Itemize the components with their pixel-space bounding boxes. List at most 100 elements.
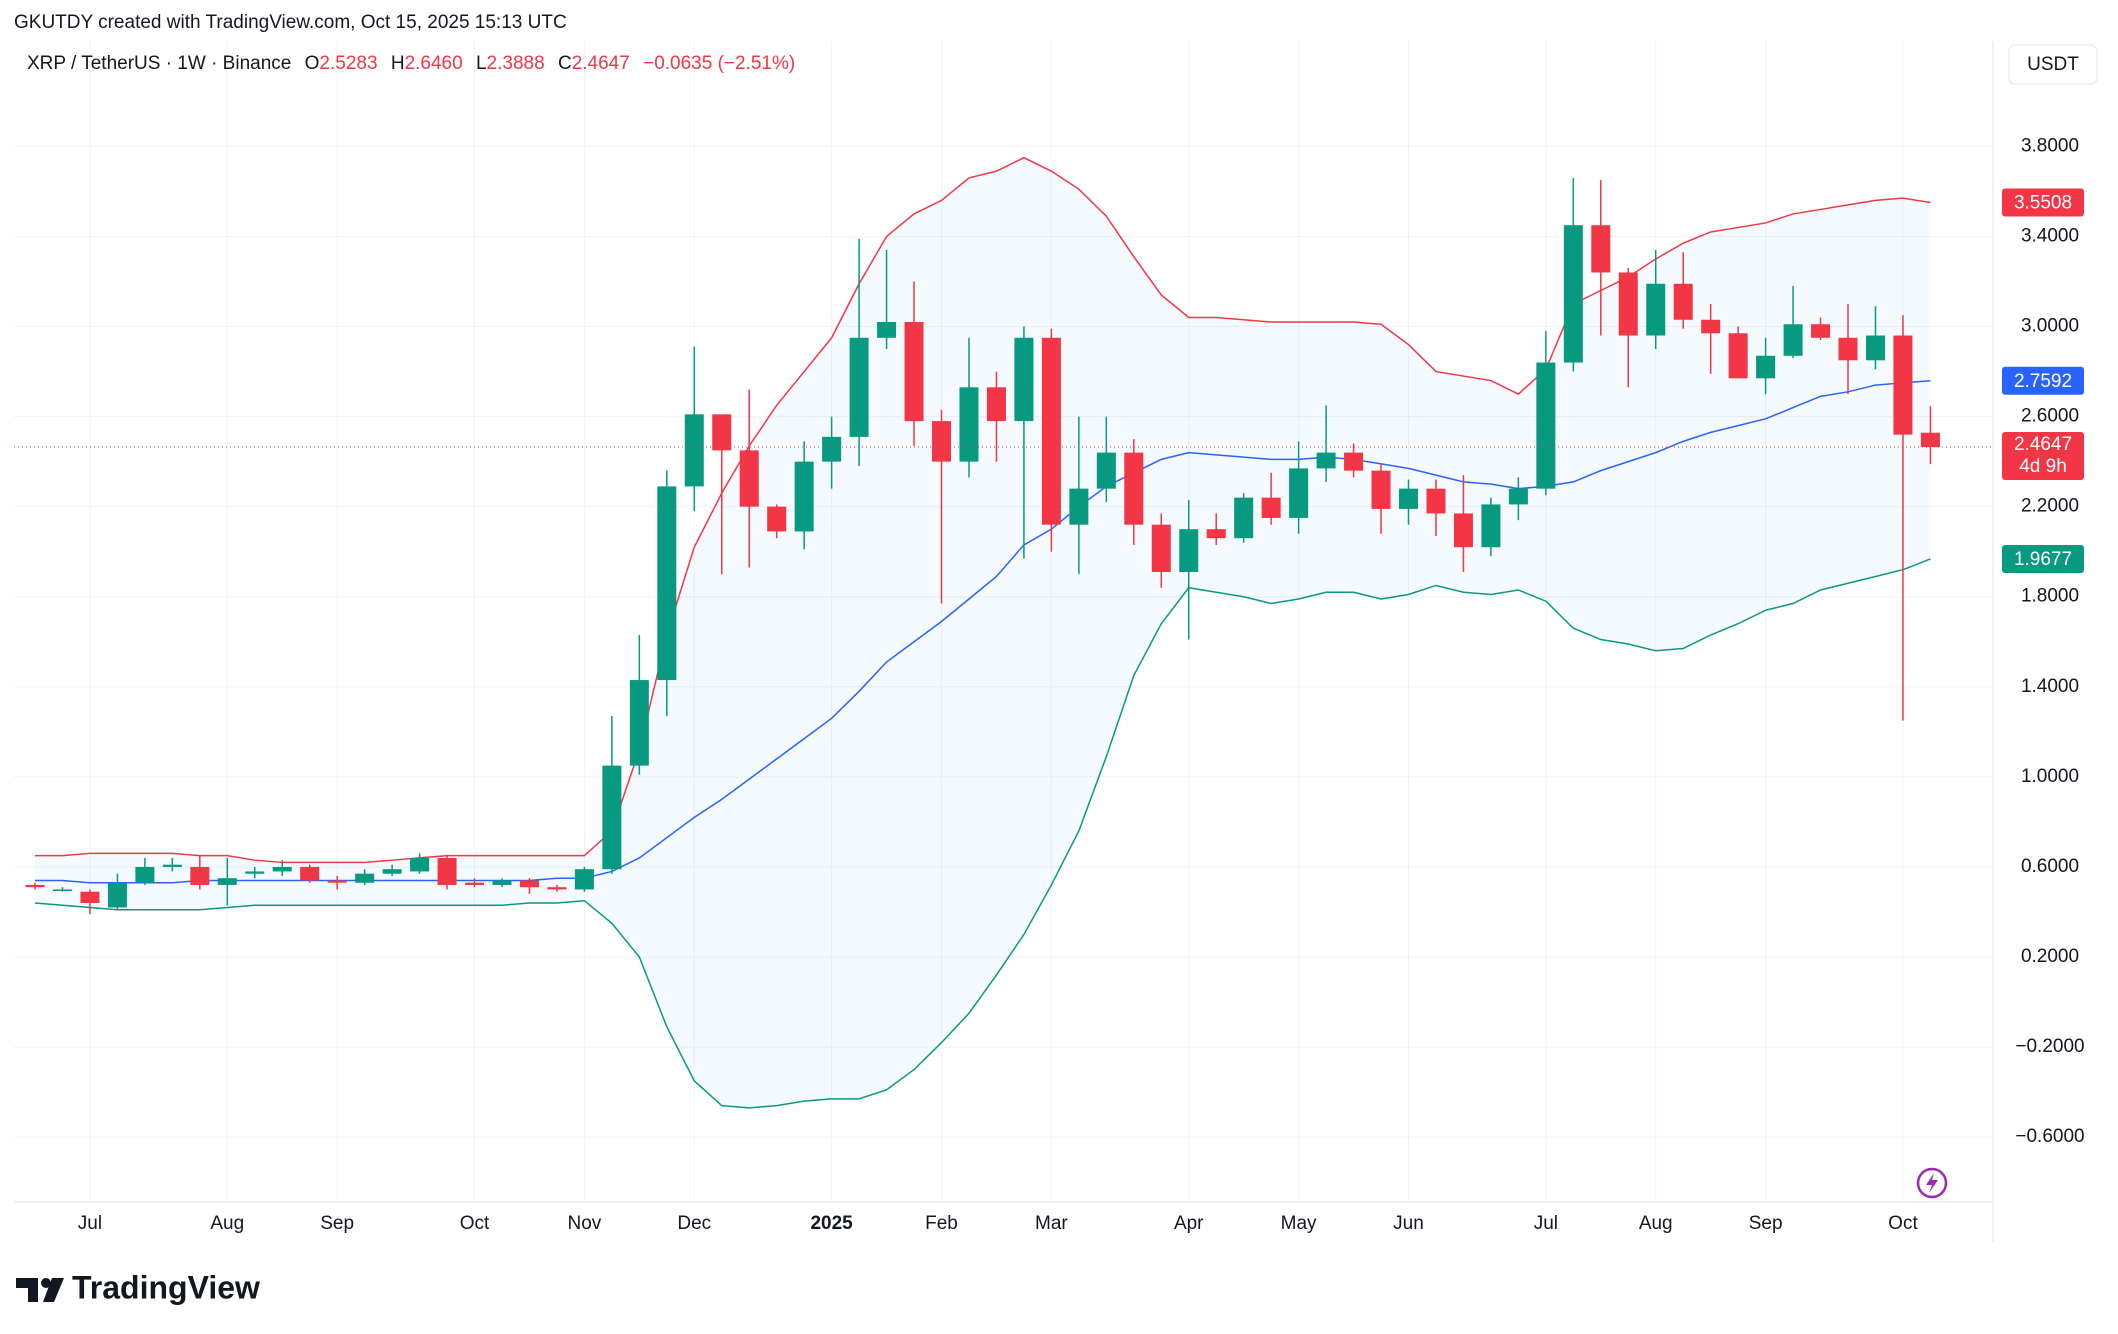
candle-body	[245, 871, 265, 874]
close-value: 2.4647	[572, 53, 630, 74]
logo-shape	[16, 1278, 38, 1302]
x-tick-label: 2025	[810, 1213, 853, 1234]
currency[interactable]: USDT	[2027, 54, 2079, 75]
logo-shape	[43, 1278, 64, 1302]
y-tick-label: −0.6000	[2015, 1126, 2084, 1147]
candle-body	[1563, 225, 1583, 363]
x-tick-label: Apr	[1174, 1213, 1204, 1234]
y-tick-label: 2.2000	[2021, 496, 2079, 517]
candle-body	[492, 880, 512, 885]
low-value: 2.3888	[487, 53, 545, 74]
open-key: O	[305, 53, 320, 74]
price-label: 2.7592	[2014, 371, 2072, 392]
candle-body	[1756, 355, 1776, 379]
candle-body	[1069, 488, 1089, 525]
candle-body	[1481, 504, 1501, 548]
candle-body	[822, 436, 842, 462]
candle-body	[574, 869, 594, 890]
candle-body	[1811, 324, 1831, 338]
logo-icon	[16, 1278, 64, 1302]
price-label-bg	[2002, 544, 2084, 573]
y-tick-label: 3.0000	[2021, 316, 2079, 337]
y-tick-label: −0.2000	[2015, 1036, 2084, 1057]
candle-body	[410, 857, 430, 872]
price-label-bg	[2002, 432, 2084, 481]
candle-body	[1289, 468, 1309, 518]
price-label-bg	[2002, 188, 2084, 217]
candle-body	[25, 884, 45, 888]
x-tick-label: Oct	[1888, 1213, 1918, 1234]
candle-body	[107, 882, 127, 908]
candle-body	[932, 421, 952, 462]
candle-body	[1618, 272, 1638, 336]
lightning-glyph	[1926, 1173, 1938, 1193]
candle-body	[1316, 452, 1336, 469]
candle-body	[1206, 529, 1226, 539]
candle-body	[162, 864, 182, 867]
candle-body	[684, 414, 704, 487]
y-tick-label: 1.0000	[2021, 766, 2079, 787]
credit: GKUTDY created with TradingView.com, Oct…	[14, 12, 567, 33]
y-tick-label: 1.8000	[2021, 586, 2079, 607]
y-tick-label: 0.2000	[2021, 946, 2079, 967]
currency-button[interactable]	[2008, 44, 2098, 85]
candle-body	[1783, 324, 1803, 356]
candle-body	[1508, 488, 1528, 505]
logo-dot	[41, 1278, 51, 1288]
x-tick-label: Nov	[568, 1213, 602, 1234]
candle-body	[712, 414, 732, 451]
candle-body	[1728, 333, 1748, 379]
band-lower	[34, 558, 1931, 1109]
candle-body	[1646, 283, 1666, 336]
candle-body	[547, 887, 567, 890]
candle-body	[1893, 335, 1913, 435]
x-tick-label: Oct	[460, 1213, 490, 1234]
candle-body	[1261, 497, 1281, 518]
price-label: 3.5508	[2014, 193, 2072, 214]
x-tick-label: Sep	[1749, 1213, 1783, 1234]
candle-body	[629, 680, 649, 766]
candle-body	[190, 866, 210, 885]
candle-body	[1399, 488, 1418, 509]
candle-body	[1179, 529, 1199, 572]
candle-body	[135, 866, 155, 883]
y-tick-label: 3.4000	[2021, 225, 2079, 246]
candle-body	[1371, 470, 1391, 509]
candle-body	[1865, 335, 1885, 361]
candle-body	[1838, 337, 1858, 361]
candle-body	[1151, 524, 1171, 572]
candle-body	[519, 880, 539, 888]
candle-body	[1591, 225, 1611, 273]
low-key: L	[476, 53, 487, 74]
candle-body	[1536, 362, 1556, 489]
symbol: XRP / TetherUS · 1W · Binance	[27, 53, 291, 74]
band-basis	[35, 379, 1931, 884]
candle-body	[217, 878, 237, 885]
price-label-bg	[2002, 366, 2084, 395]
candle-body	[959, 387, 979, 462]
x-tick-label: Feb	[925, 1213, 958, 1234]
candle-body	[986, 387, 1006, 422]
candle-body	[1673, 283, 1693, 320]
open-value: 2.5283	[319, 53, 377, 74]
x-tick-label: Jul	[78, 1213, 102, 1234]
candle-body	[1234, 497, 1254, 539]
grid	[14, 41, 1993, 1202]
candle-body	[1124, 452, 1144, 525]
high-value: 2.6460	[405, 53, 463, 74]
candle-body	[849, 337, 869, 437]
close-key: C	[558, 53, 572, 74]
x-tick-label: Aug	[210, 1213, 244, 1234]
candle-body	[1426, 488, 1446, 514]
countdown: 4d 9h	[2019, 456, 2067, 477]
lightning-icon[interactable]	[1916, 1167, 1948, 1199]
candle-body	[1701, 319, 1721, 334]
candle-body	[272, 866, 292, 872]
x-tick-label: Jun	[1393, 1213, 1424, 1234]
candle-body	[1453, 513, 1473, 548]
candle-body	[1014, 337, 1034, 422]
legend: XRP / TetherUS · 1W · Binance O2.5283 H2…	[27, 53, 795, 74]
candle-body	[602, 765, 622, 870]
candle-body	[1041, 337, 1061, 525]
